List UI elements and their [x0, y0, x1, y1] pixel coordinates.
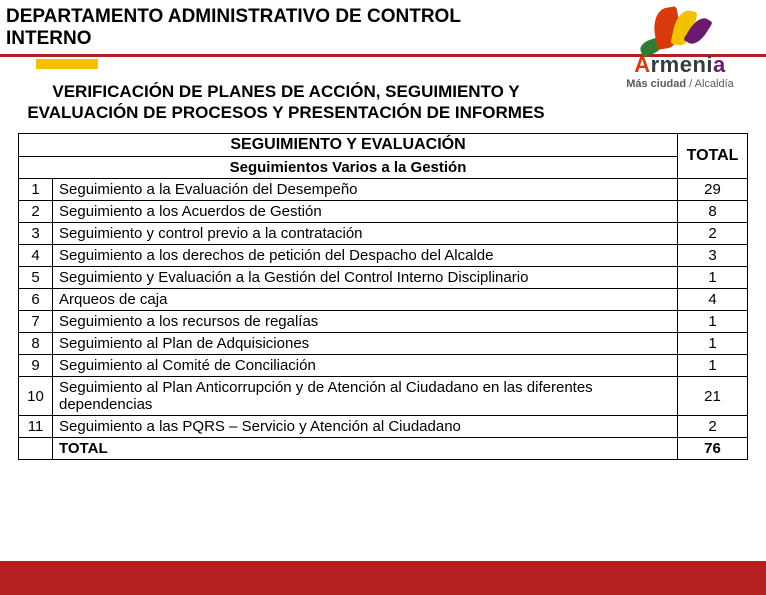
table-header-sub: Seguimientos Varios a la Gestión — [19, 157, 678, 179]
row-value: 3 — [678, 245, 748, 267]
row-number: 6 — [19, 289, 53, 311]
table-header-total: TOTAL — [678, 134, 748, 179]
row-value: 1 — [678, 333, 748, 355]
row-number: 3 — [19, 223, 53, 245]
divider-yellow — [36, 59, 98, 69]
table-total-row: TOTAL 76 — [19, 438, 748, 460]
row-value: 8 — [678, 201, 748, 223]
logo-tagline: Más ciudad / Alcaldía — [610, 78, 750, 90]
total-label: TOTAL — [53, 438, 678, 460]
total-num-cell — [19, 438, 53, 460]
logo-flower-icon — [610, 6, 750, 54]
row-number: 1 — [19, 179, 53, 201]
header: DEPARTAMENTO ADMINISTRATIVO DE CONTROL I… — [0, 0, 766, 69]
row-number: 10 — [19, 377, 53, 416]
row-number: 8 — [19, 333, 53, 355]
department-title: DEPARTAMENTO ADMINISTRATIVO DE CONTROL I… — [0, 0, 520, 52]
row-description: Seguimiento al Plan Anticorrupción y de … — [53, 377, 678, 416]
row-description: Seguimiento y Evaluación a la Gestión de… — [53, 267, 678, 289]
row-value: 1 — [678, 311, 748, 333]
table-container: SEGUIMIENTO Y EVALUACIÓN TOTAL Seguimien… — [18, 133, 748, 460]
row-description: Seguimiento a los recursos de regalías — [53, 311, 678, 333]
row-value: 1 — [678, 355, 748, 377]
logo-name: Armenia — [610, 52, 750, 78]
table-row: 1Seguimiento a la Evaluación del Desempe… — [19, 179, 748, 201]
table-row: 8Seguimiento al Plan de Adquisiciones1 — [19, 333, 748, 355]
table-row: 3Seguimiento y control previo a la contr… — [19, 223, 748, 245]
table-row: 10Seguimiento al Plan Anticorrupción y d… — [19, 377, 748, 416]
row-description: Seguimiento a los Acuerdos de Gestión — [53, 201, 678, 223]
row-description: Seguimiento al Plan de Adquisiciones — [53, 333, 678, 355]
table-header-row-2: Seguimientos Varios a la Gestión — [19, 157, 748, 179]
page-subtitle: VERIFICACIÓN DE PLANES DE ACCIÓN, SEGUIM… — [16, 81, 556, 124]
row-value: 1 — [678, 267, 748, 289]
table-row: 11Seguimiento a las PQRS – Servicio y At… — [19, 416, 748, 438]
row-number: 9 — [19, 355, 53, 377]
table-row: 9Seguimiento al Comité de Conciliación1 — [19, 355, 748, 377]
row-value: 4 — [678, 289, 748, 311]
table-header-row-1: SEGUIMIENTO Y EVALUACIÓN TOTAL — [19, 134, 748, 157]
row-description: Seguimiento a la Evaluación del Desempeñ… — [53, 179, 678, 201]
table-row: 6Arqueos de caja4 — [19, 289, 748, 311]
table-header-main: SEGUIMIENTO Y EVALUACIÓN — [19, 134, 678, 157]
row-number: 4 — [19, 245, 53, 267]
row-description: Seguimiento a las PQRS – Servicio y Aten… — [53, 416, 678, 438]
footer-bar — [0, 561, 766, 595]
table-row: 7Seguimiento a los recursos de regalías1 — [19, 311, 748, 333]
table-row: 4Seguimiento a los derechos de petición … — [19, 245, 748, 267]
table-row: 2Seguimiento a los Acuerdos de Gestión8 — [19, 201, 748, 223]
row-value: 21 — [678, 377, 748, 416]
row-number: 5 — [19, 267, 53, 289]
table-row: 5Seguimiento y Evaluación a la Gestión d… — [19, 267, 748, 289]
seguimiento-table: SEGUIMIENTO Y EVALUACIÓN TOTAL Seguimien… — [18, 133, 748, 460]
row-number: 7 — [19, 311, 53, 333]
logo-tagline-suffix: / Alcaldía — [689, 78, 734, 90]
row-number: 2 — [19, 201, 53, 223]
row-value: 29 — [678, 179, 748, 201]
row-description: Seguimiento al Comité de Conciliación — [53, 355, 678, 377]
logo-tagline-main: Más ciudad — [626, 78, 686, 90]
logo: Armenia Más ciudad / Alcaldía — [610, 6, 750, 90]
row-description: Seguimiento a los derechos de petición d… — [53, 245, 678, 267]
row-description: Arqueos de caja — [53, 289, 678, 311]
row-description: Seguimiento y control previo a la contra… — [53, 223, 678, 245]
row-number: 11 — [19, 416, 53, 438]
total-value: 76 — [678, 438, 748, 460]
row-value: 2 — [678, 416, 748, 438]
row-value: 2 — [678, 223, 748, 245]
